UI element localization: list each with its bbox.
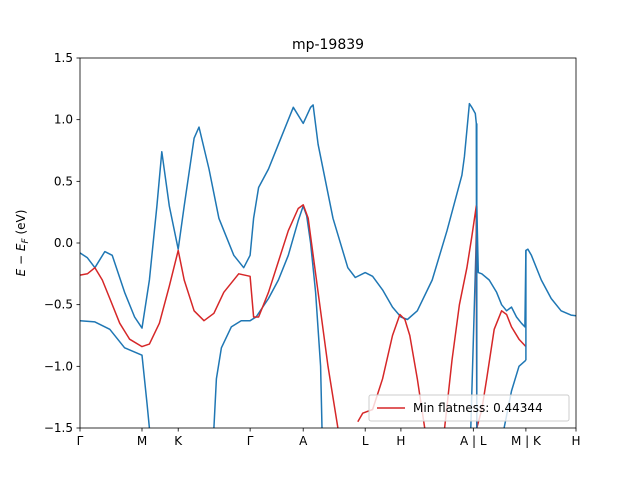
x-tick-label: H (571, 434, 580, 448)
y-tick-label: −1.0 (44, 359, 73, 373)
x-tick-label: H (396, 434, 405, 448)
x-tick-label: L (362, 434, 369, 448)
y-tick-label: 0.0 (54, 236, 73, 250)
chart-title: mp-19839 (292, 37, 364, 53)
y-tick-label: 1.5 (54, 51, 73, 65)
x-tick-label: M (137, 434, 147, 448)
legend: Min flatness: 0.44344 (368, 394, 570, 422)
band-line-0 (80, 319, 151, 428)
band-lines (80, 102, 576, 428)
band-line-1 (80, 102, 478, 428)
y-tick-label: 0.5 (54, 174, 73, 188)
x-tick-label: Γ (77, 434, 84, 448)
y-tick-label: −1.5 (44, 421, 73, 435)
x-tick-label: M | K (511, 434, 542, 448)
band-line-2 (213, 205, 323, 428)
legend-label: Min flatness: 0.44344 (413, 401, 543, 415)
band-line-5 (80, 204, 339, 428)
y-tick-label: −0.5 (44, 298, 73, 312)
y-tick-label: 1.0 (54, 113, 73, 127)
x-tick-label: K (174, 434, 183, 448)
x-tick-label: Γ (247, 434, 254, 448)
x-tick-label: A | L (460, 434, 487, 448)
axes: −1.5 −1.0 −0.5 0.0 0.5 1.0 1.5 Γ M K Γ A L H A | L M | … (44, 51, 581, 448)
band-line-6 (357, 313, 426, 428)
x-tick-label: A (299, 434, 308, 448)
y-axis-label: E − EF (eV) (14, 210, 31, 277)
legend-box (368, 394, 570, 422)
